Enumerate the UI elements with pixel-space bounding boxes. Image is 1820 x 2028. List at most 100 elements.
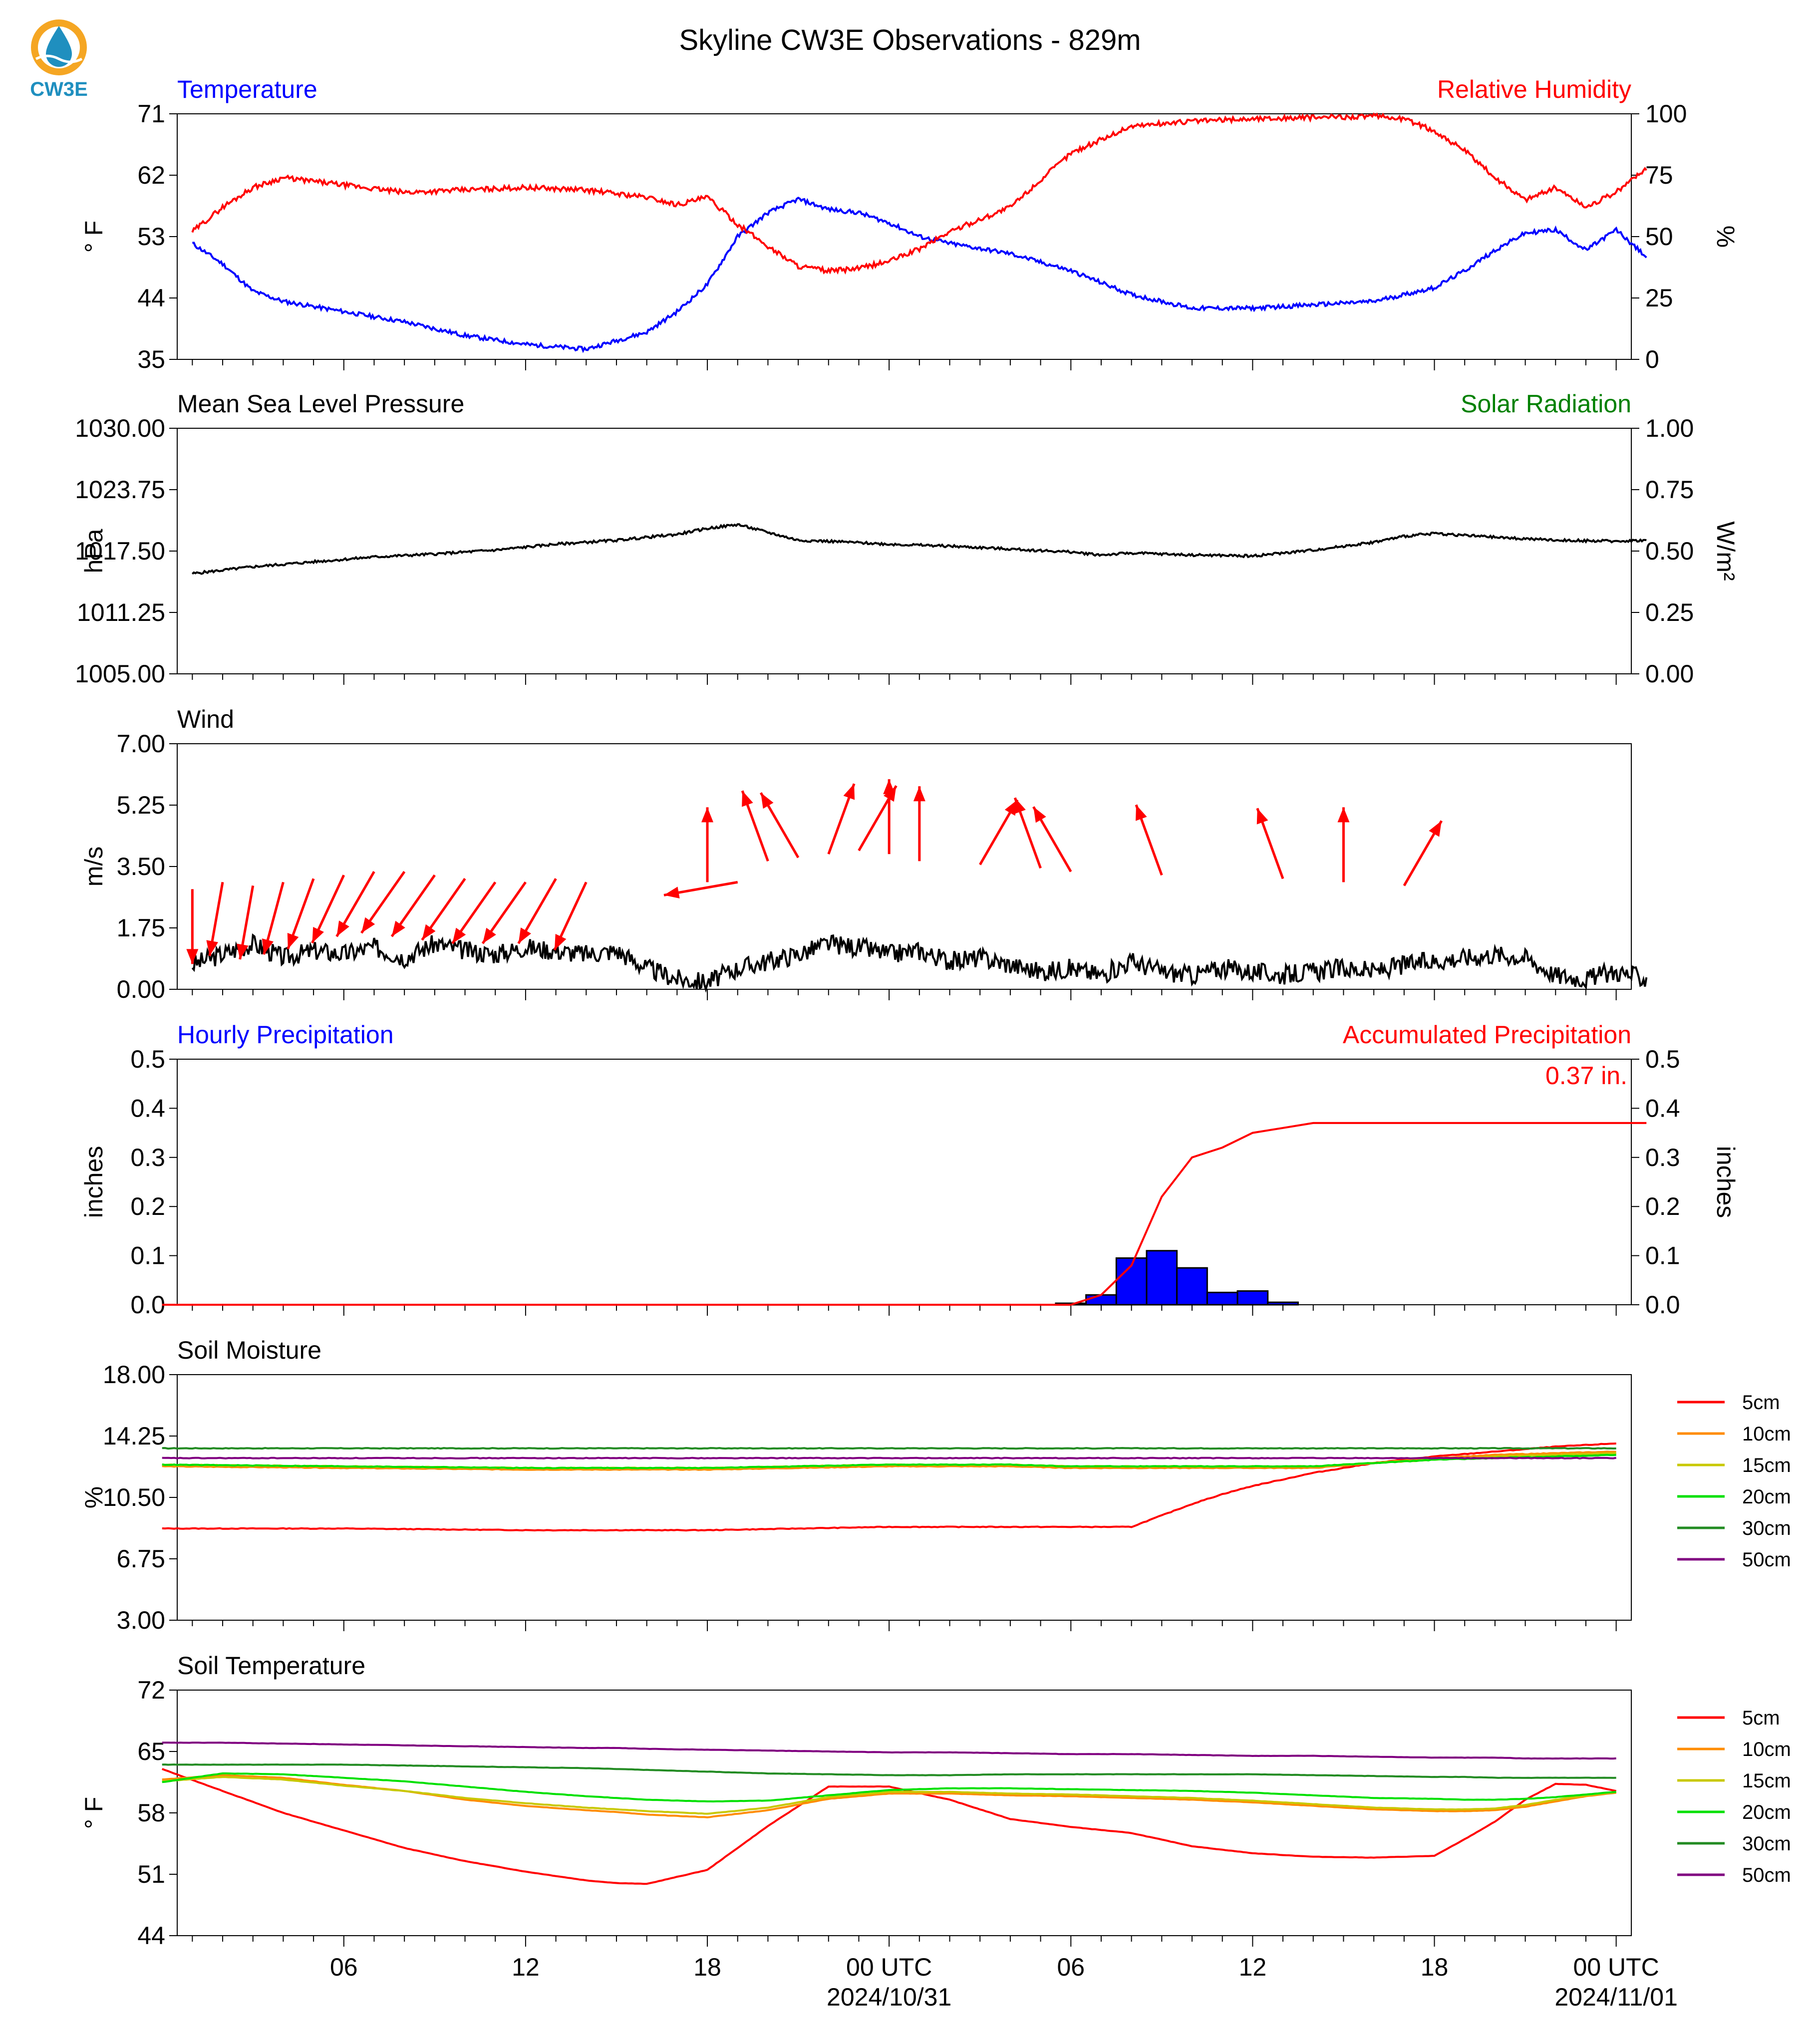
y-tick-label: 5.25: [117, 791, 165, 819]
y-tick-label: 0.2: [130, 1192, 165, 1220]
y-tick-label: 1.75: [117, 914, 165, 942]
x-date-label: 2024/10/31: [827, 1983, 951, 2011]
wind-arrow-head: [237, 943, 249, 960]
plot-frame: [177, 743, 1632, 990]
figure-title: Skyline CW3E Observations - 829m: [679, 24, 1141, 56]
y-tick-label-right: 0.50: [1645, 537, 1694, 565]
y-tick-label: 72: [137, 1676, 165, 1704]
y-tick-label: 53: [137, 223, 165, 251]
x-tick-label: 12: [512, 1953, 540, 1981]
wind-arrow-head: [1136, 805, 1147, 821]
plot-frame: [177, 1374, 1632, 1621]
y-tick-label-right: 0.2: [1645, 1192, 1680, 1220]
soil-line-15cm: [162, 1776, 1616, 1815]
y-tick-label-right: 100: [1645, 100, 1687, 128]
wind-arrow-head: [312, 926, 324, 943]
y-tick-label-right: 0.4: [1645, 1094, 1680, 1122]
precip-bar: [1176, 1267, 1208, 1306]
y-tick-label: 1017.50: [75, 537, 165, 565]
y-tick-label-right: 0.3: [1645, 1144, 1680, 1171]
y-axis-label: m/s: [80, 847, 108, 887]
wind-arrow-head: [452, 927, 466, 944]
wind-arrow-head: [663, 886, 680, 899]
y-tick-label: 6.75: [117, 1545, 165, 1573]
wind-arrow-head: [287, 933, 299, 949]
logo-text: CW3E: [30, 78, 88, 100]
wind-arrow-head: [518, 927, 531, 944]
wind-arrow-head: [206, 940, 219, 956]
legend-label: 50cm: [1742, 1549, 1791, 1571]
plot-frame: [177, 1059, 1632, 1305]
y-tick-label: 62: [137, 161, 165, 189]
precip-bar: [1146, 1250, 1178, 1306]
panel-title: Soil Moisture: [177, 1336, 321, 1364]
temperature-line: [192, 196, 1647, 353]
y-tick-label-right: 50: [1645, 223, 1673, 251]
y-tick-label-right: 0.00: [1645, 660, 1694, 688]
soil-line-5cm: [162, 1443, 1616, 1532]
y-axis-label-right: W/m²: [1712, 521, 1740, 580]
legend-label: 20cm: [1742, 1486, 1791, 1508]
y-tick-label-right: 0.1: [1645, 1242, 1680, 1270]
legend-label: 30cm: [1742, 1517, 1791, 1539]
pressure-line: [191, 523, 1647, 575]
y-axis-label-right: inches: [1712, 1146, 1740, 1218]
y-tick-label: 71: [137, 100, 165, 128]
y-tick-label: 51: [137, 1860, 165, 1888]
wind-arrow-head: [482, 927, 496, 944]
legend-label: 30cm: [1742, 1833, 1791, 1855]
panel-title: Hourly Precipitation: [177, 1021, 394, 1049]
legend-label: 15cm: [1742, 1454, 1791, 1476]
soil-line-30cm: [162, 1763, 1616, 1779]
y-tick-label: 0.4: [130, 1094, 165, 1122]
y-tick-label-right: 0.25: [1645, 598, 1694, 626]
wind-arrow-head: [761, 793, 774, 809]
x-tick-label: 06: [330, 1953, 358, 1981]
y-tick-label-right: 0.5: [1645, 1045, 1680, 1073]
y-axis-label: inches: [80, 1146, 108, 1218]
chart-panels: 71 62 53 44 35 100 75 50 25 0 ° F % Temperature Relat…: [75, 75, 1791, 1950]
legend-label: 10cm: [1742, 1423, 1791, 1445]
wind-arrow-head: [1004, 800, 1018, 816]
y-tick-label: 44: [137, 284, 165, 312]
wind-arrow-head: [701, 807, 714, 823]
precip-bar: [1085, 1294, 1117, 1306]
y-tick-label: 58: [137, 1799, 165, 1827]
soil-line-5cm: [161, 1768, 1617, 1885]
y-tick-label-right: 25: [1645, 284, 1673, 312]
y-tick-label-right: 1.00: [1645, 414, 1694, 442]
x-tick-label: 18: [1421, 1953, 1449, 1981]
wind-arrow-head: [913, 786, 925, 802]
legend-label: 5cm: [1742, 1392, 1780, 1414]
y-tick-label: 14.25: [103, 1422, 165, 1450]
wind-arrow-head: [742, 791, 753, 807]
wind-arrow-head: [361, 917, 375, 933]
y-tick-label: 1005.00: [75, 660, 165, 688]
panel-title-right: Relative Humidity: [1437, 75, 1631, 103]
y-tick-label: 0.0: [130, 1291, 165, 1319]
soil-line-20cm: [162, 1453, 1616, 1469]
wind-arrow-head: [1256, 808, 1268, 825]
soil-line-20cm: [162, 1772, 1616, 1803]
y-tick-label: 1011.25: [77, 598, 165, 626]
y-tick-label-right: 0.75: [1645, 476, 1694, 504]
wind-speed-line: [191, 933, 1648, 993]
wind-arrow-head: [422, 924, 436, 940]
y-tick-label: 44: [137, 1922, 165, 1950]
x-tick-label: 00 UTC: [846, 1953, 932, 1981]
x-date-label: 2024/11/01: [1554, 1983, 1678, 2011]
x-axis-labels: 06 12 18 00 UTC 06 12 18 00 UTC 2024/10/…: [330, 1953, 1678, 2011]
wind-arrow-head: [1014, 798, 1026, 814]
cw3e-logo: CW3E: [30, 19, 88, 100]
panel-title: Mean Sea Level Pressure: [177, 390, 464, 418]
y-tick-label: 0.1: [130, 1242, 165, 1270]
precip-bar: [1206, 1291, 1238, 1306]
soil-line-30cm: [162, 1447, 1616, 1450]
wind-arrow-head: [554, 934, 567, 950]
y-tick-label: 1023.75: [75, 476, 165, 504]
y-tick-label: 7.00: [117, 730, 165, 758]
soil-line-10cm: [162, 1774, 1616, 1819]
plot-frame: [177, 428, 1632, 674]
precip-bar: [1236, 1290, 1269, 1306]
